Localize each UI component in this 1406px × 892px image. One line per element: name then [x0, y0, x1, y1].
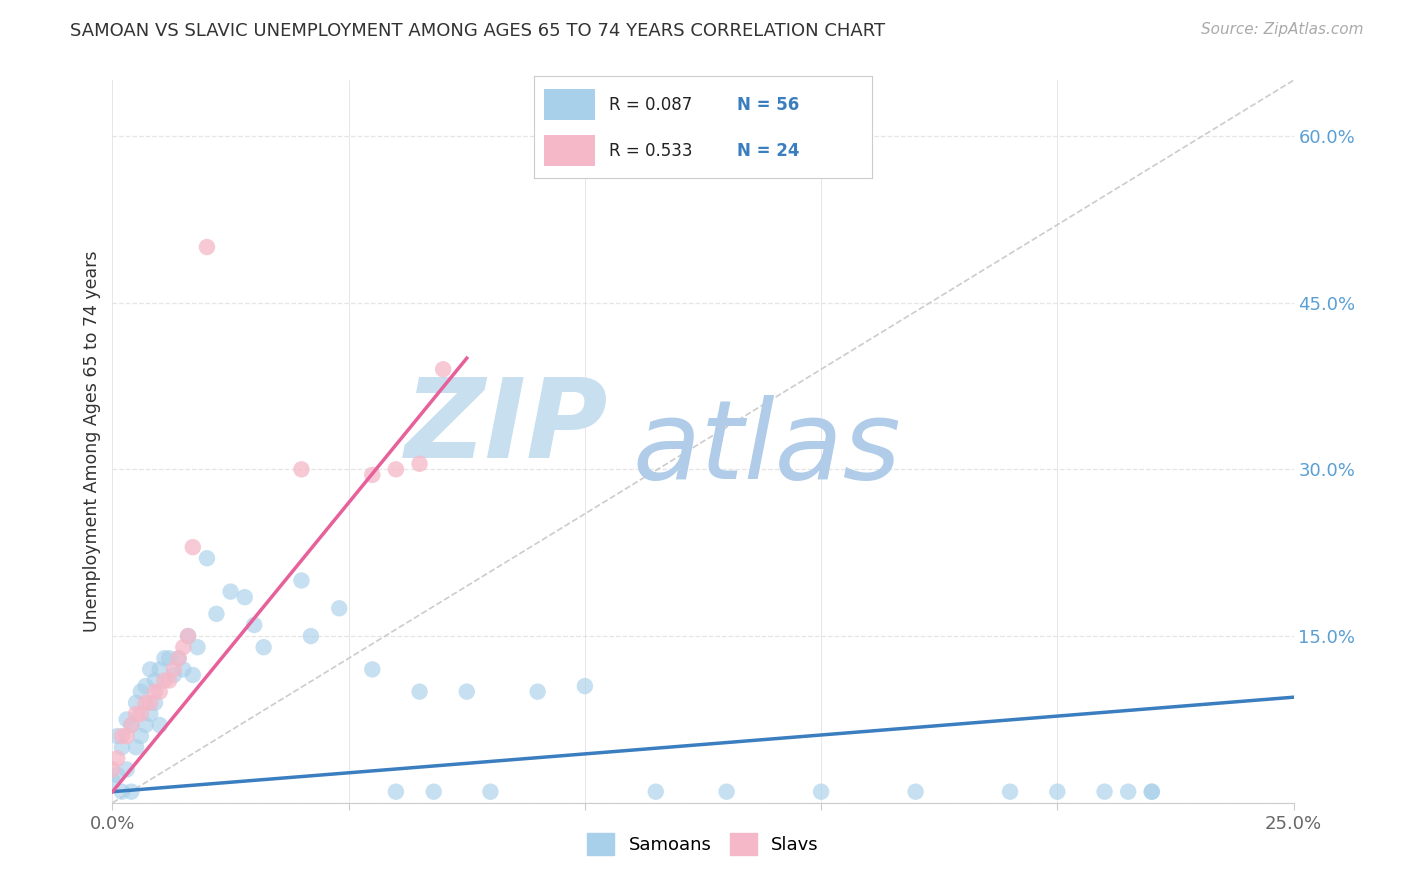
- Point: [526, 684, 548, 698]
- Point: [129, 684, 152, 698]
- Point: [163, 662, 186, 676]
- Point: [385, 785, 408, 799]
- Text: Source: ZipAtlas.com: Source: ZipAtlas.com: [1201, 22, 1364, 37]
- Point: [143, 673, 166, 688]
- Point: [105, 768, 128, 782]
- Point: [243, 618, 266, 632]
- Point: [1140, 785, 1163, 799]
- Point: [125, 740, 148, 755]
- Point: [167, 651, 190, 665]
- Point: [120, 718, 142, 732]
- Point: [177, 629, 200, 643]
- Bar: [544, 89, 595, 120]
- Point: [120, 785, 142, 799]
- Point: [1116, 785, 1139, 799]
- Text: R = 0.533: R = 0.533: [609, 142, 692, 160]
- Point: [644, 785, 666, 799]
- Text: SAMOAN VS SLAVIC UNEMPLOYMENT AMONG AGES 65 TO 74 YEARS CORRELATION CHART: SAMOAN VS SLAVIC UNEMPLOYMENT AMONG AGES…: [70, 22, 886, 40]
- Point: [101, 763, 124, 777]
- Point: [157, 651, 180, 665]
- Point: [998, 785, 1021, 799]
- Point: [111, 729, 134, 743]
- Point: [120, 718, 142, 732]
- Point: [408, 457, 430, 471]
- Text: ZIP: ZIP: [405, 374, 609, 481]
- Point: [139, 706, 162, 721]
- Point: [479, 785, 502, 799]
- Point: [105, 729, 128, 743]
- Point: [904, 785, 927, 799]
- Point: [115, 713, 138, 727]
- Point: [195, 240, 218, 254]
- Point: [163, 668, 186, 682]
- Point: [149, 662, 172, 676]
- Point: [181, 540, 204, 554]
- Point: [135, 679, 157, 693]
- Point: [139, 696, 162, 710]
- Point: [172, 662, 194, 676]
- Point: [129, 729, 152, 743]
- Point: [361, 467, 384, 482]
- Text: atlas: atlas: [633, 395, 901, 502]
- Point: [143, 696, 166, 710]
- Point: [125, 696, 148, 710]
- Point: [153, 651, 176, 665]
- Text: N = 24: N = 24: [737, 142, 799, 160]
- Point: [186, 640, 208, 655]
- Bar: [544, 136, 595, 166]
- Point: [135, 718, 157, 732]
- Point: [111, 785, 134, 799]
- Point: [432, 362, 454, 376]
- Point: [328, 601, 350, 615]
- Point: [172, 640, 194, 655]
- Point: [181, 668, 204, 682]
- Point: [177, 629, 200, 643]
- Point: [129, 706, 152, 721]
- Point: [195, 551, 218, 566]
- Point: [135, 696, 157, 710]
- Point: [219, 584, 242, 599]
- Point: [143, 684, 166, 698]
- Point: [111, 740, 134, 755]
- Text: N = 56: N = 56: [737, 95, 799, 113]
- Point: [167, 651, 190, 665]
- Point: [574, 679, 596, 693]
- Legend: Samoans, Slavs: Samoans, Slavs: [579, 826, 827, 863]
- Point: [157, 673, 180, 688]
- Point: [125, 706, 148, 721]
- Point: [361, 662, 384, 676]
- Y-axis label: Unemployment Among Ages 65 to 74 years: Unemployment Among Ages 65 to 74 years: [83, 251, 101, 632]
- Point: [456, 684, 478, 698]
- Point: [1094, 785, 1116, 799]
- Point: [253, 640, 276, 655]
- Point: [205, 607, 228, 621]
- Point: [101, 773, 124, 788]
- Point: [115, 763, 138, 777]
- Point: [422, 785, 444, 799]
- Point: [1046, 785, 1069, 799]
- Text: R = 0.087: R = 0.087: [609, 95, 692, 113]
- Point: [149, 718, 172, 732]
- Point: [1140, 785, 1163, 799]
- Point: [233, 590, 256, 604]
- Point: [408, 684, 430, 698]
- Point: [139, 662, 162, 676]
- Point: [105, 751, 128, 765]
- Point: [153, 673, 176, 688]
- Point: [290, 462, 312, 476]
- Point: [299, 629, 322, 643]
- Point: [115, 729, 138, 743]
- Point: [385, 462, 408, 476]
- Point: [149, 684, 172, 698]
- Point: [716, 785, 738, 799]
- Point: [810, 785, 832, 799]
- Point: [290, 574, 312, 588]
